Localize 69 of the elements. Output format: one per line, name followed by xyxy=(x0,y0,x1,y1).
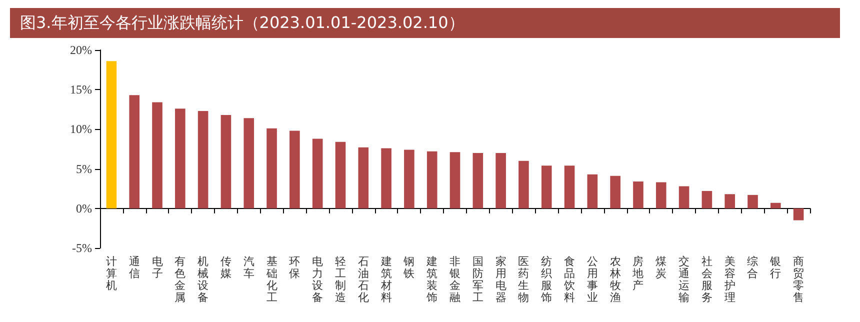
bar xyxy=(541,166,552,208)
bar xyxy=(702,190,712,208)
bar xyxy=(335,142,346,208)
bar xyxy=(496,152,506,208)
x-tick-label: 食品饮料 xyxy=(563,256,576,304)
x-tick-label: 通信 xyxy=(128,255,140,280)
x-tick-label: 环保 xyxy=(289,256,300,280)
bar xyxy=(106,61,117,208)
bar xyxy=(358,147,369,208)
x-tick-label: 汽车 xyxy=(243,256,254,280)
bar xyxy=(610,176,620,208)
x-tick-label: 基础化工 xyxy=(265,255,278,304)
y-tick-label: 20% xyxy=(70,43,92,57)
x-tick-label: 轻工制造 xyxy=(334,256,346,304)
x-tick-label: 机械设备 xyxy=(198,256,209,304)
x-tick-label: 综合 xyxy=(747,255,758,280)
bar xyxy=(587,174,598,208)
x-tick-label: 交通运输 xyxy=(678,255,690,304)
x-tick-label: 房地产 xyxy=(632,255,644,292)
bar xyxy=(152,102,162,208)
x-tick-label: 国防军工 xyxy=(472,256,484,304)
bar xyxy=(312,138,323,208)
bar xyxy=(724,194,735,208)
bar xyxy=(633,181,644,208)
bar xyxy=(220,114,232,208)
bar xyxy=(244,118,254,208)
y-tick-label: 10% xyxy=(70,122,92,136)
bar xyxy=(472,152,484,208)
bar xyxy=(198,110,208,208)
x-tick-label: 传媒 xyxy=(220,256,232,280)
bar xyxy=(129,95,140,208)
x-tick-label: 医药生物 xyxy=(518,256,530,304)
bar xyxy=(518,160,529,208)
x-tick-label: 农林牧渔 xyxy=(608,256,621,304)
y-tick-label: 5% xyxy=(76,162,92,176)
x-tick-label: 石油石化 xyxy=(358,256,369,304)
x-tick-label: 钢铁 xyxy=(402,256,415,280)
x-tick-label: 家用电器 xyxy=(495,255,506,304)
bar xyxy=(793,208,804,220)
bar xyxy=(656,182,666,208)
bar xyxy=(426,151,438,208)
y-tick-label: 15% xyxy=(70,82,92,97)
y-tick-label: -5% xyxy=(72,241,92,255)
x-tick-label: 电力设备 xyxy=(312,255,324,304)
x-tick-label: 纺织服饰 xyxy=(540,255,552,304)
bar xyxy=(450,152,460,208)
x-tick-label: 美容护理 xyxy=(723,255,736,304)
bar xyxy=(404,150,414,208)
bar xyxy=(770,202,781,208)
bar xyxy=(678,186,690,208)
x-tick-label: 非银金融 xyxy=(448,255,460,304)
bar xyxy=(564,166,575,208)
x-tick-label: 计算机 xyxy=(106,255,117,292)
bar xyxy=(290,130,300,208)
x-tick-label: 建筑装饰 xyxy=(426,255,438,304)
x-tick-label: 煤炭 xyxy=(656,256,667,280)
bar xyxy=(266,128,277,208)
bar xyxy=(381,148,392,208)
x-tick-label: 电子 xyxy=(152,255,163,280)
x-tick-label: 公用事业 xyxy=(586,256,598,304)
x-tick-label: 商贸零售 xyxy=(793,255,804,304)
y-tick-label: 0% xyxy=(76,201,92,216)
x-tick-label: 有色金属 xyxy=(174,256,186,304)
bar xyxy=(175,108,186,208)
x-tick-label: 社会服务 xyxy=(701,255,712,304)
bar xyxy=(748,194,758,208)
x-tick-label: 银行 xyxy=(769,256,782,280)
chart-title: 图3.年初至今各行业涨跌幅统计（2023.01.01-2023.02.10） xyxy=(10,8,840,38)
x-tick-label: 建筑材料 xyxy=(380,255,392,304)
